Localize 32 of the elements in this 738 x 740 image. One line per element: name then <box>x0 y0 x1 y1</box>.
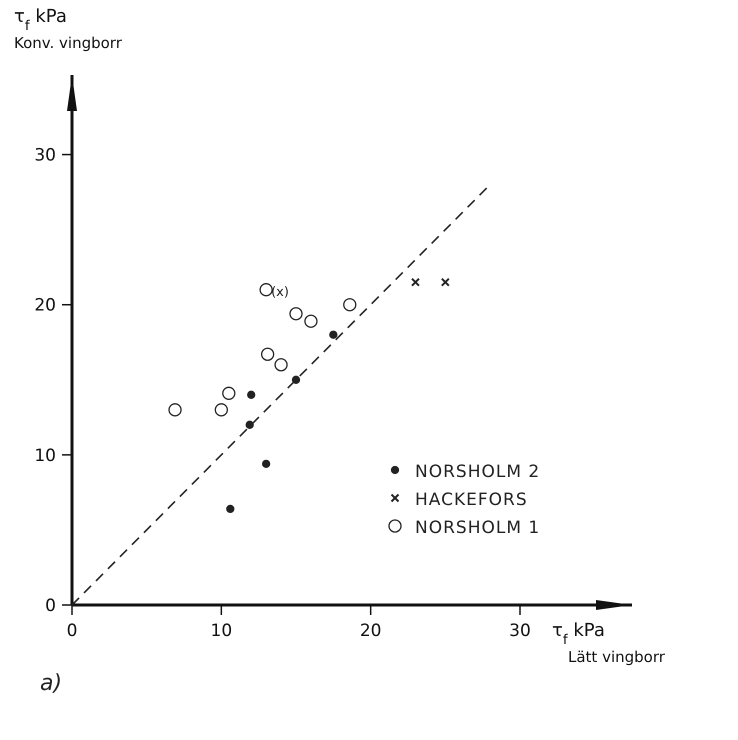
x-tick-label: 0 <box>66 621 78 641</box>
x-tick-label: 30 <box>509 621 531 641</box>
point <box>343 298 356 312</box>
text: a) <box>40 671 62 696</box>
y-axis-title: τ$_{f}$ kPa Konv. vingborr <box>14 6 123 52</box>
point <box>274 358 288 372</box>
point <box>329 330 338 339</box>
point <box>214 403 228 416</box>
point <box>260 348 274 361</box>
x-tick-label: 10 <box>210 621 232 641</box>
point <box>222 386 236 400</box>
y-tick-label: 10 <box>34 446 56 466</box>
point <box>410 278 420 287</box>
x-tick-label: 20 <box>360 621 382 641</box>
y-tick-label: 30 <box>34 146 56 166</box>
legend-label: NORSHOLM 1 <box>415 518 540 538</box>
point <box>304 314 318 328</box>
point <box>292 376 300 384</box>
point <box>246 420 254 429</box>
y-tick-label: 20 <box>34 296 56 316</box>
point <box>289 307 303 320</box>
legend-label: HACKEFORS <box>415 490 528 510</box>
point <box>226 504 234 514</box>
x-axis-title: τ$_{f}$ kPa Lätt vingborr <box>552 620 666 666</box>
annotation: (x) <box>271 285 289 300</box>
point <box>259 283 273 296</box>
point <box>168 403 182 416</box>
legend-label: NORSHOLM 2 <box>415 462 540 482</box>
point <box>440 278 450 287</box>
point <box>262 460 270 468</box>
point <box>247 390 256 399</box>
y-tick-label: 0 <box>45 596 56 616</box>
